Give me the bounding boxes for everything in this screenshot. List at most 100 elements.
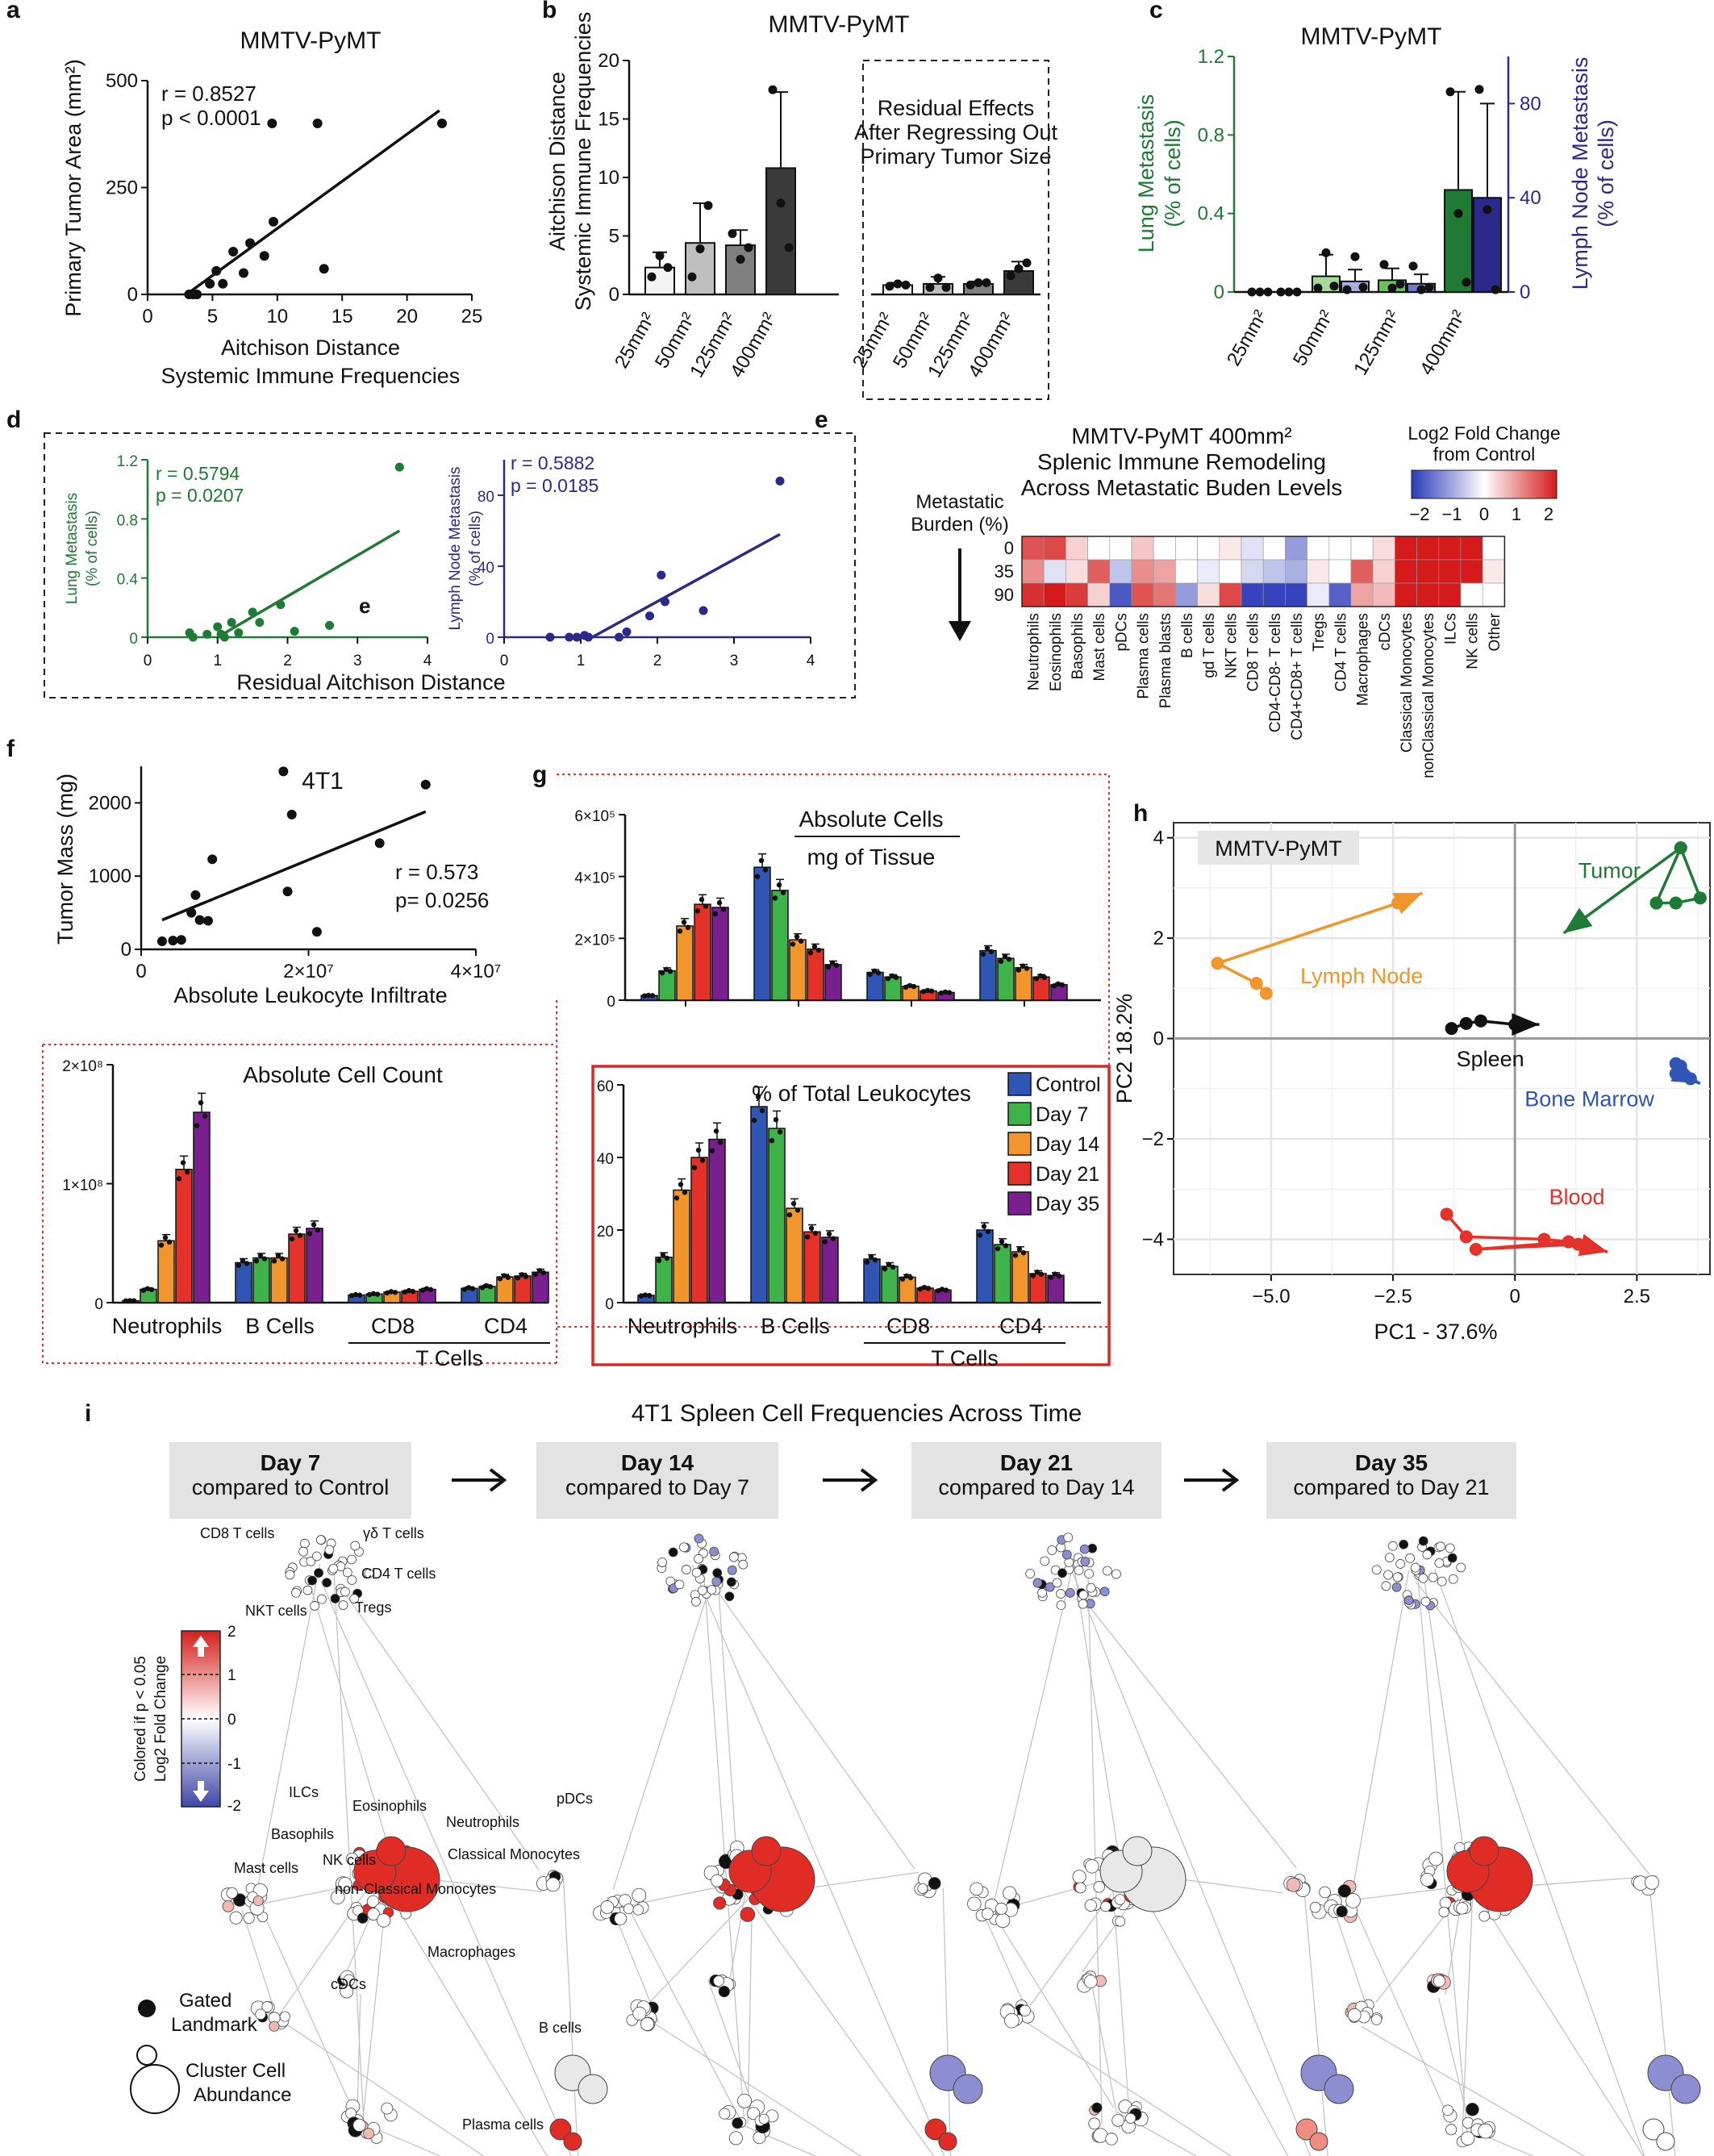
data-point: [1459, 1230, 1473, 1244]
panel-label-h: h: [1133, 800, 1148, 827]
data-point: [985, 1228, 991, 1235]
data-point: [1259, 986, 1273, 1000]
heatmap-cell: [1197, 559, 1220, 584]
network-node: [1392, 1572, 1403, 1583]
heatmap-col-label: B cells: [1179, 613, 1196, 658]
data-point: [259, 251, 269, 261]
network-node: [340, 1587, 350, 1597]
data-point: [1313, 283, 1323, 293]
heatmap-col-label: Classical Monocytes: [1399, 613, 1416, 753]
arrow-icon: [823, 1468, 878, 1492]
network-node: [340, 1984, 354, 1999]
network-node: [1074, 1565, 1084, 1575]
bar: [673, 1189, 690, 1303]
data-point: [965, 280, 975, 290]
data-point: [980, 951, 986, 957]
network-node: [328, 1563, 339, 1574]
data-point: [903, 1273, 910, 1279]
data-point: [772, 895, 778, 901]
heatmap-col-label: pDCs: [1113, 613, 1130, 652]
network-edge: [1024, 2020, 1232, 2156]
chart-title: MMTV-PyMT: [1215, 836, 1341, 861]
y-tick-label: 0: [607, 994, 615, 1011]
heatmap-cell: [1153, 559, 1176, 584]
network-node: [285, 1570, 295, 1580]
y2-axis-label: (% of cells): [1594, 119, 1618, 227]
data-point: [1395, 279, 1405, 289]
data-point: [1002, 953, 1008, 959]
network-node: [1100, 1900, 1111, 1912]
network-node: [711, 1576, 722, 1587]
data-point: [925, 1286, 932, 1291]
data-point: [661, 597, 669, 607]
data-point: [1350, 252, 1360, 261]
heatmap-col-label: Macrophages: [1355, 613, 1372, 706]
legend-label: Day 14: [1036, 1133, 1099, 1156]
data-point: [1038, 1271, 1045, 1277]
network-node: [928, 1877, 941, 1890]
y-tick-label: 0: [609, 284, 619, 306]
arrowhead: [1563, 907, 1593, 933]
data-point: [776, 882, 782, 888]
network-edge: [703, 1576, 744, 2118]
bar: [881, 1266, 899, 1303]
network-node: [330, 1594, 340, 1603]
network-edge: [1416, 1561, 1468, 2133]
y-tick-label: 2: [1153, 928, 1164, 949]
data-point: [667, 969, 674, 974]
heatmap-col-label: NKT cells: [1223, 613, 1240, 678]
data-point: [286, 809, 297, 819]
data-point: [276, 600, 286, 610]
data-point: [501, 1273, 507, 1278]
network-edge: [714, 1587, 915, 1870]
fold-change-scale: 2 1 0 -1 -2 Colored if p < 0.05 Log2 Fol…: [132, 1624, 241, 1815]
network-node: [1381, 1581, 1391, 1591]
stat-r: r = 0.5882: [511, 452, 594, 473]
network-node: [623, 1903, 634, 1915]
x-tick-label: Neutrophils: [628, 1314, 738, 1338]
legend-swatch: [1007, 1072, 1032, 1096]
data-point: [257, 1253, 264, 1258]
group-label: T Cells: [415, 1346, 483, 1370]
network-edge: [1072, 1558, 1126, 1899]
panel-label-b: b: [542, 0, 557, 23]
data-point: [1408, 261, 1418, 271]
data-point: [144, 1286, 151, 1291]
network-edge: [744, 2125, 817, 2156]
data-point: [974, 278, 983, 287]
network-node: [707, 1585, 717, 1595]
heatmap-col-label: Tregs: [1311, 613, 1328, 652]
data-point: [664, 1255, 670, 1261]
step-3: Day 21 compared to Day 14: [911, 1442, 1161, 1519]
x-tick-label: 3: [353, 653, 362, 669]
network-node: [1399, 1539, 1409, 1549]
network-edge: [995, 1916, 1114, 2108]
data-point: [148, 1287, 155, 1293]
network-node: [1083, 1975, 1098, 1989]
data-point: [1483, 205, 1492, 215]
x-tick-label: 25mm²: [1223, 307, 1272, 369]
y-tick-label: 0: [121, 939, 131, 961]
network-node: [1032, 1578, 1043, 1588]
series-line: [1562, 845, 1703, 935]
network-node: [1461, 2131, 1475, 2146]
network-node: [1656, 2132, 1675, 2151]
bar: [175, 1169, 193, 1303]
label-mast: Mast cells: [234, 1860, 298, 1876]
network-node: [563, 2132, 582, 2151]
data-point: [939, 1287, 945, 1292]
network-node: [1405, 1553, 1416, 1563]
network-node: [1422, 1549, 1433, 1560]
data-point: [1003, 1243, 1009, 1249]
data-point: [660, 1252, 666, 1258]
network-node: [1336, 1905, 1348, 1917]
network-node: [718, 1986, 730, 1998]
network-edge: [1349, 1570, 1410, 1906]
network-edge: [1415, 1581, 1650, 1875]
landmark-icon: [138, 2000, 156, 2017]
network-edge: [1361, 2025, 1586, 2156]
network-node: [549, 2118, 572, 2141]
y-tick-label: −2: [1142, 1128, 1164, 1150]
data-point: [775, 476, 785, 486]
network-node: [740, 1907, 756, 1922]
